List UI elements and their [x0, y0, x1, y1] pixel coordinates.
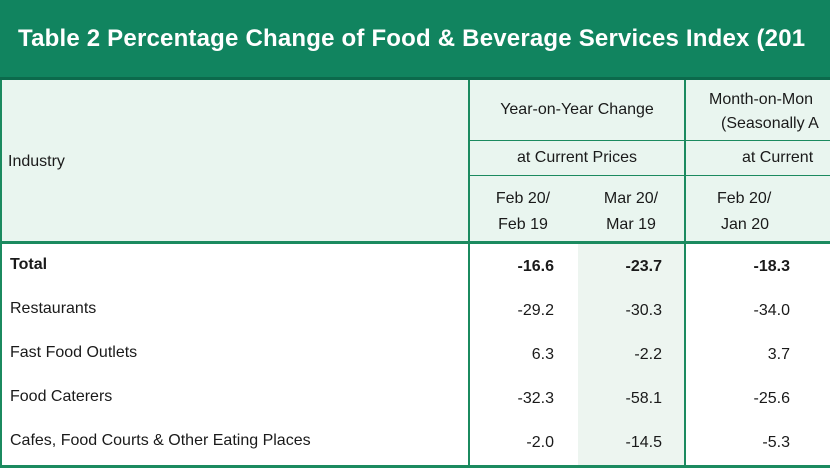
cell-value: -58.1: [625, 390, 662, 407]
header-bottom-rule: [0, 241, 830, 244]
row-label: Fast Food Outlets: [10, 344, 138, 361]
cell-value: -25.6: [753, 390, 790, 407]
mar-column-shade: [578, 242, 684, 468]
header-rule-1: [469, 140, 830, 141]
cell-value: -16.6: [517, 258, 554, 275]
cell-value: -2.0: [526, 434, 554, 451]
row-label: Cafes, Food Courts & Other Eating Places: [10, 432, 311, 449]
table-title: Table 2 Percentage Change of Food & Beve…: [18, 25, 806, 52]
period-header: Jan 20: [721, 216, 770, 233]
cell-value: 6.3: [531, 346, 554, 363]
cell-value: 3.7: [767, 346, 790, 363]
left-border: [0, 80, 2, 468]
divider-yoy: [684, 80, 686, 468]
table-title-bar: Table 2 Percentage Change of Food & Beve…: [0, 0, 830, 80]
row-label: Total: [10, 256, 48, 273]
mom-header-line2: (Seasonally A: [721, 115, 819, 132]
table-bottom-rule: [0, 465, 830, 468]
cell-value: -29.2: [517, 302, 554, 319]
period-header: Mar 19: [606, 216, 656, 233]
header-rule-2: [469, 175, 830, 176]
cell-value: -18.3: [753, 258, 790, 275]
row-label: Restaurants: [10, 300, 97, 317]
period-header: Mar 20/: [603, 190, 659, 207]
cell-value: -32.3: [517, 390, 554, 407]
cell-value: -2.2: [634, 346, 662, 363]
yoy-header: Year-on-Year Change: [500, 101, 654, 118]
yoy-prices-header: at Current Prices: [516, 149, 638, 166]
divider-industry: [468, 80, 470, 468]
cell-value: -23.7: [625, 258, 662, 275]
industry-header: Industry: [8, 153, 65, 170]
mom-prices-header: at Current: [742, 149, 814, 166]
mom-header-line1: Month-on-Mon: [709, 91, 814, 108]
period-header: Feb 20/: [495, 190, 551, 207]
period-header: Feb 20/: [717, 190, 772, 207]
cell-value: -14.5: [625, 434, 662, 451]
table-header: [0, 80, 830, 242]
cell-value: -30.3: [625, 302, 662, 319]
row-label: Food Caterers: [10, 388, 113, 405]
cell-value: -34.0: [753, 302, 790, 319]
cell-value: -5.3: [762, 434, 790, 451]
period-header: Feb 19: [498, 216, 548, 233]
